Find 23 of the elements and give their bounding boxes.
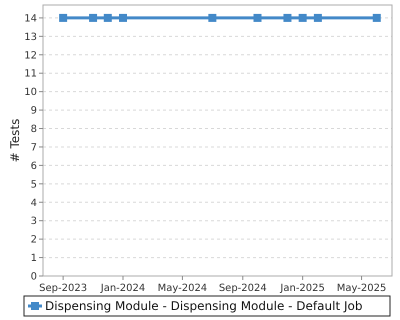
y-tick-label: 2 (30, 234, 37, 246)
y-tick-label: 13 (24, 32, 37, 43)
y-tick-label: 8 (30, 124, 37, 136)
x-tick-label: May-2024 (158, 283, 208, 294)
legend-label: Dispensing Module - Dispensing Module - Default Job (45, 299, 362, 314)
y-tick-label: 7 (30, 142, 37, 154)
x-tick-label: May-2025 (336, 283, 386, 294)
y-tick-label: 3 (30, 216, 37, 228)
y-tick-label: 9 (30, 106, 37, 117)
x-tick-label: Sep-2023 (39, 283, 88, 294)
x-tick-label: Jan-2025 (279, 283, 325, 294)
x-tick-label: Jan-2024 (100, 283, 146, 294)
x-tick-label: Sep-2024 (218, 283, 267, 294)
y-tick-label: 1 (30, 253, 37, 264)
y-tick-label: 4 (30, 198, 37, 209)
y-tick-label: 6 (30, 160, 37, 172)
y-tick-label: 10 (24, 87, 37, 98)
y-tick-label: 12 (24, 50, 37, 62)
y-tick-label: 11 (24, 68, 37, 80)
y-axis-title: # Tests (8, 118, 22, 162)
y-tick-label: 5 (30, 179, 37, 190)
y-tick-label: 0 (30, 272, 37, 282)
y-tick-label: 14 (24, 13, 37, 24)
